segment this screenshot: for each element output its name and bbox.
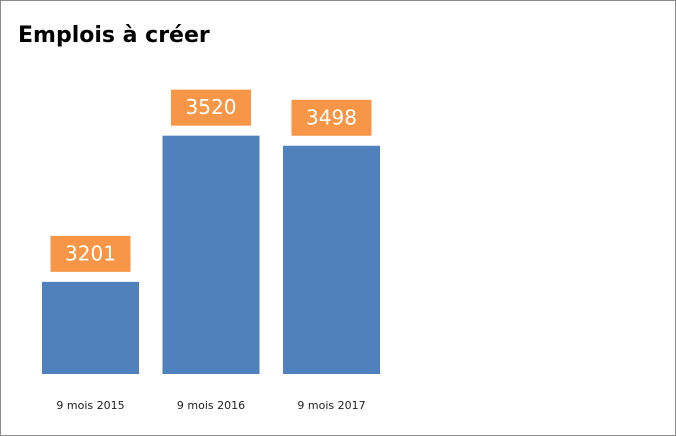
data-label-box — [291, 99, 372, 136]
bar — [162, 135, 260, 374]
bar — [283, 145, 380, 374]
data-label-box — [171, 89, 251, 126]
bar — [42, 281, 139, 374]
x-tick-label: 9 mois 2017 — [297, 399, 365, 412]
x-tick-label: 9 mois 2015 — [56, 399, 124, 412]
data-label: 3201 — [65, 241, 116, 265]
data-label-box — [50, 235, 131, 272]
data-label: 3520 — [186, 95, 237, 119]
chart-title: Emplois à créer — [18, 23, 210, 48]
x-tick-label: 9 mois 2016 — [177, 399, 245, 412]
data-label: 3498 — [306, 105, 357, 129]
